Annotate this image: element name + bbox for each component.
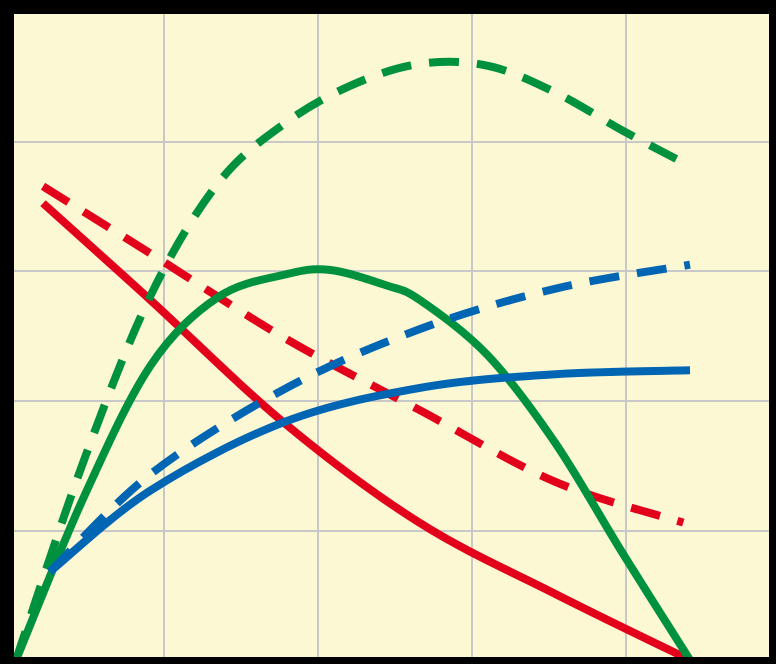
series-line-red-solid xyxy=(40,200,692,664)
series-line-red-dashed xyxy=(40,182,685,527)
series-line-blue-solid xyxy=(47,366,691,576)
series-group xyxy=(12,57,694,664)
series-line-blue-dashed xyxy=(46,260,691,575)
series-line-green-solid xyxy=(12,265,694,663)
series-line-green-dashed xyxy=(12,57,679,662)
